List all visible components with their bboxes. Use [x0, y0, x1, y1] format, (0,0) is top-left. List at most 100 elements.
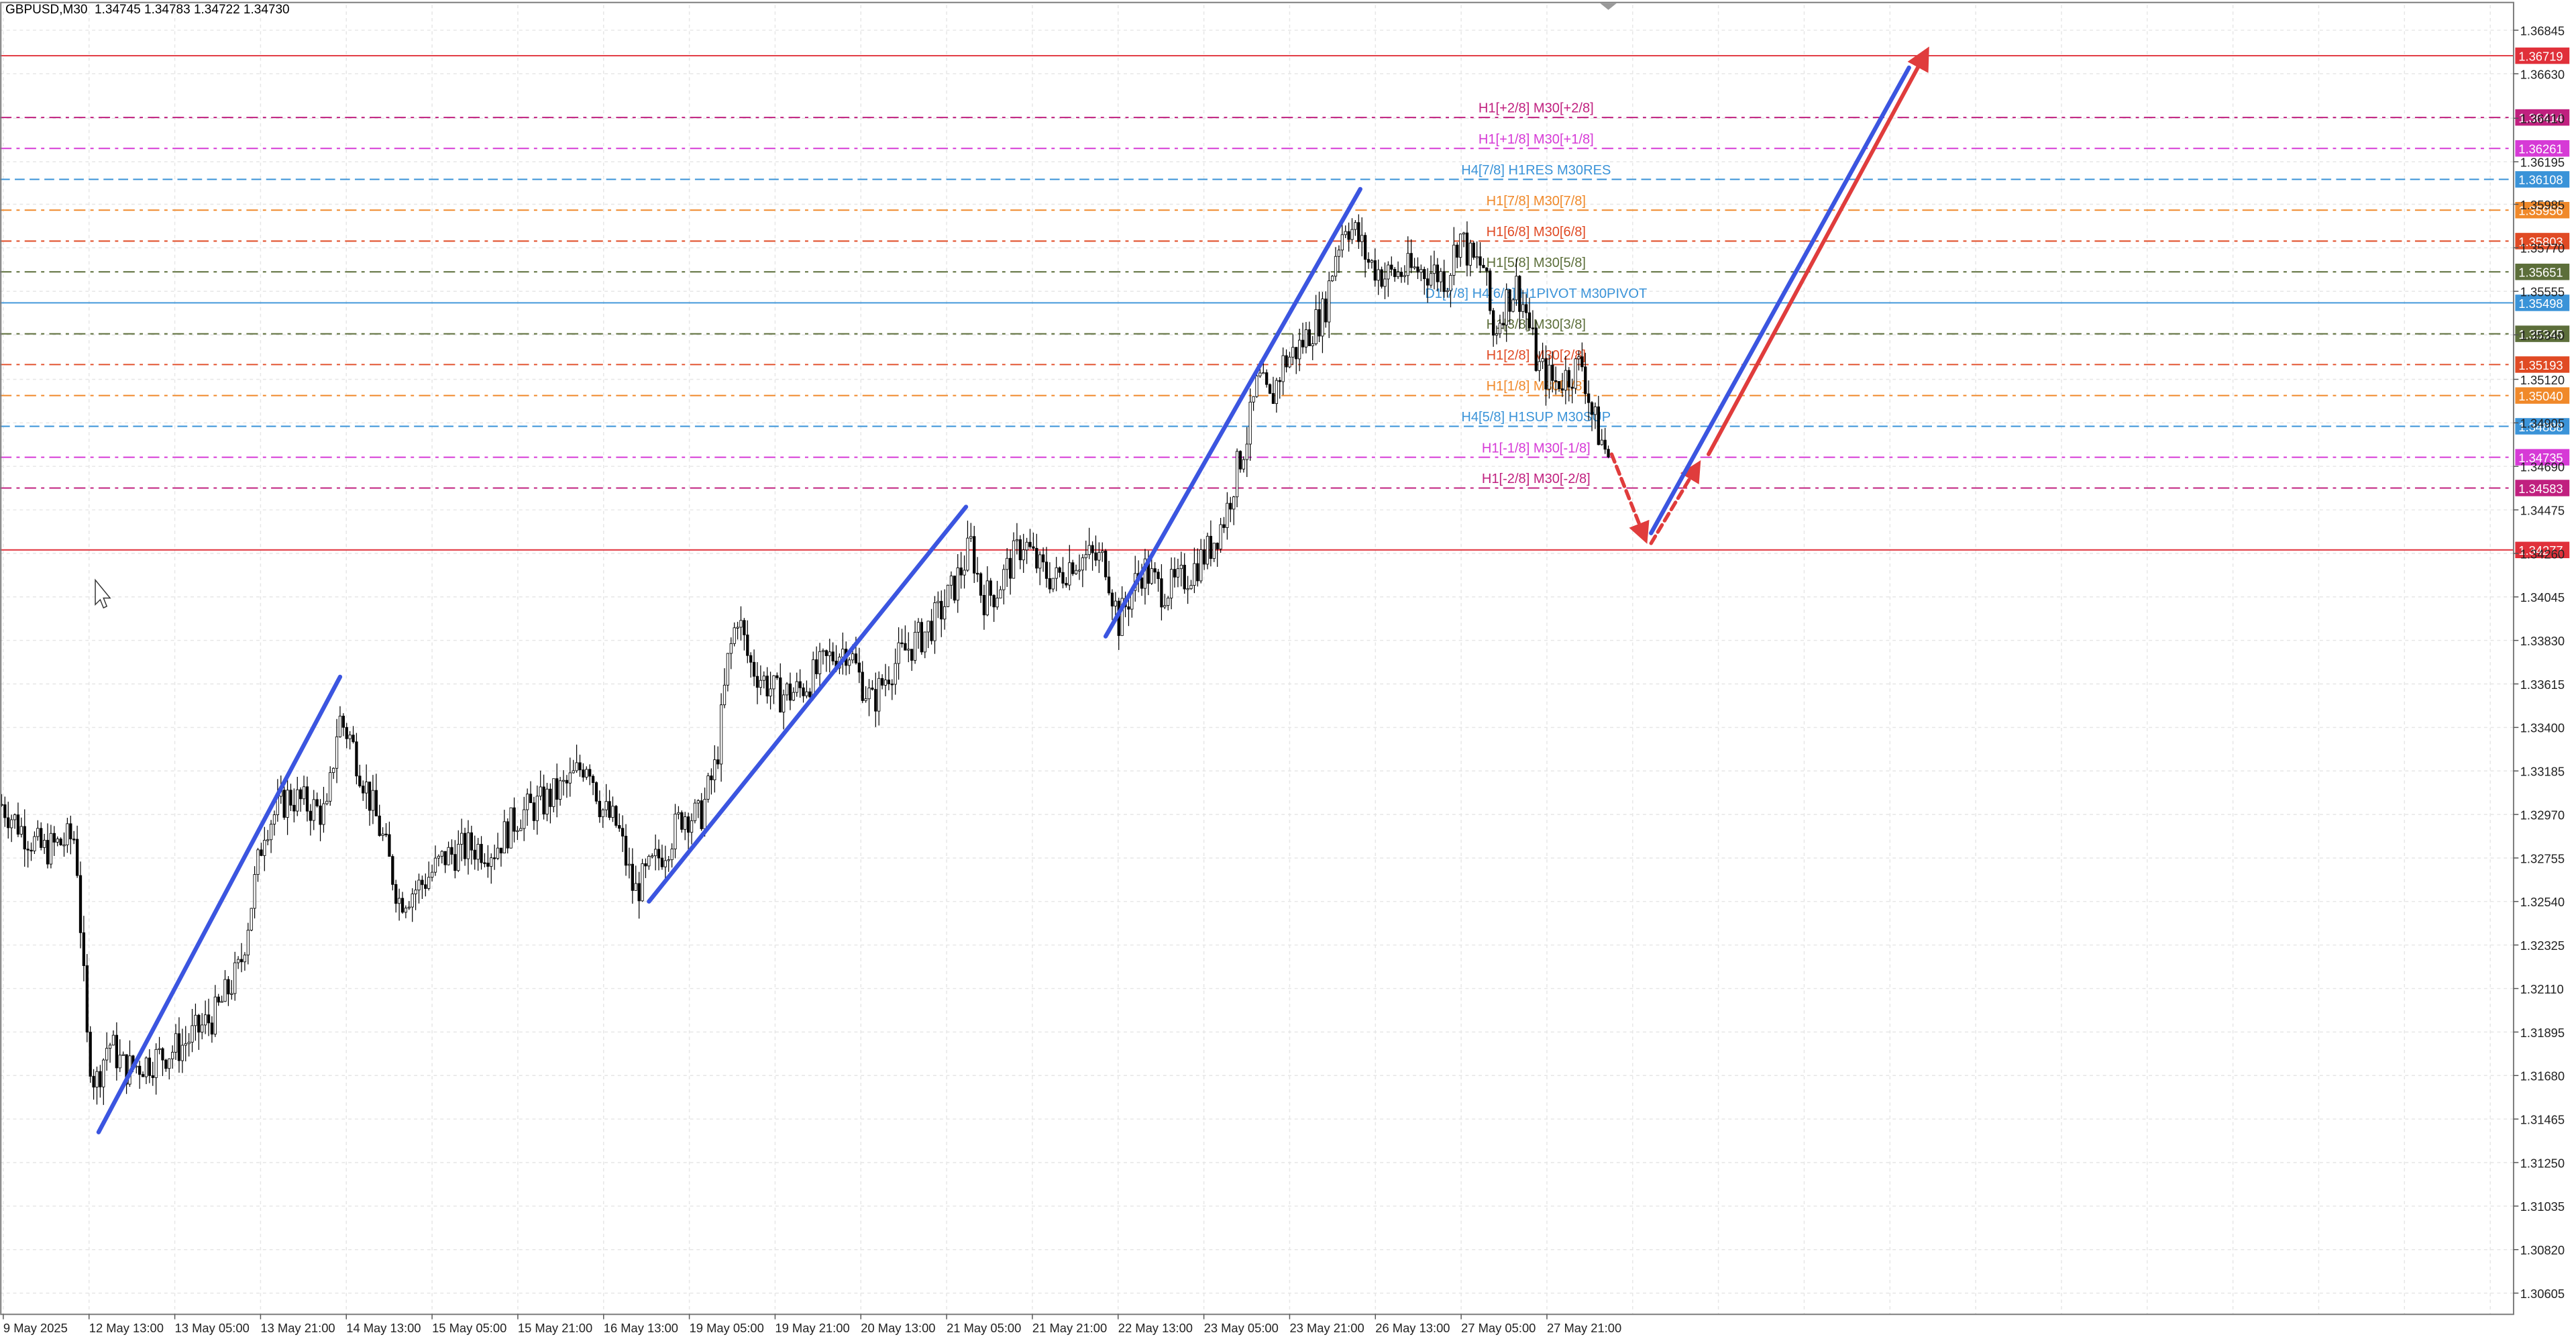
candle-body	[1097, 552, 1101, 561]
candle-body	[1002, 569, 1006, 590]
candle-body	[1373, 260, 1377, 281]
candle-body	[1548, 364, 1551, 390]
candle-body	[854, 653, 858, 663]
candle-body	[1048, 578, 1052, 590]
candle-body	[404, 908, 408, 913]
scroll-marker-icon	[1600, 3, 1617, 10]
candle-body	[499, 847, 503, 854]
candle-body	[1297, 339, 1301, 360]
candle-body	[1538, 361, 1541, 371]
candle-body	[1061, 572, 1065, 584]
candle-body	[1485, 267, 1489, 272]
candle-body	[762, 676, 765, 681]
candle-body	[1101, 550, 1104, 553]
candle-body	[1012, 540, 1016, 579]
candle-body	[417, 879, 421, 891]
candle-body	[535, 796, 539, 821]
y-tick-label: 1.33830	[2520, 634, 2565, 648]
candle-body	[1551, 364, 1554, 381]
candle-body	[394, 884, 398, 904]
x-tick-label: 15 May 21:00	[518, 1321, 592, 1335]
y-tick-label: 1.35120	[2520, 373, 2565, 387]
candle-body	[480, 844, 483, 863]
candle-body	[785, 683, 789, 696]
candle-body	[943, 606, 947, 620]
candle-body	[1554, 380, 1558, 382]
candle-body	[591, 775, 595, 784]
candle-body	[99, 1071, 102, 1087]
candle-body	[1281, 355, 1285, 382]
candle-body	[23, 826, 26, 850]
candle-body	[16, 814, 20, 835]
candle-body	[1058, 567, 1061, 573]
candle-body	[1584, 366, 1587, 394]
candle-body	[407, 906, 411, 909]
candle-body	[814, 659, 818, 674]
candle-body	[874, 689, 877, 712]
candle-body	[1570, 386, 1574, 389]
candle-body	[381, 833, 384, 836]
candle-body	[286, 790, 289, 818]
candle-body	[364, 782, 368, 794]
candle-body	[506, 821, 509, 849]
candle-body	[989, 580, 992, 596]
y-tick-label: 1.36845	[2520, 23, 2565, 38]
candle-body	[660, 857, 664, 867]
candle-body	[1515, 276, 1518, 301]
candle-body	[894, 663, 897, 685]
candle-body	[973, 536, 976, 574]
candle-body	[1222, 524, 1226, 528]
candle-body	[1252, 396, 1255, 403]
candle-body	[568, 772, 572, 784]
candle-body	[1527, 312, 1532, 329]
candle-body	[805, 691, 808, 696]
candle-body	[578, 762, 582, 771]
candle-body	[272, 814, 276, 824]
x-tick-label: 20 May 13:00	[861, 1321, 935, 1335]
candle-body	[1465, 232, 1469, 266]
candle-body	[1337, 250, 1341, 257]
candle-body	[85, 965, 89, 1032]
y-tick-label: 1.36195	[2520, 156, 2565, 170]
price-tag	[2515, 202, 2570, 219]
y-tick-label: 1.36410	[2520, 112, 2565, 126]
candle-body	[1104, 550, 1108, 578]
candle-body	[788, 683, 792, 701]
candle-body	[1534, 327, 1538, 371]
candle-body	[739, 620, 743, 628]
trend-lines	[96, 46, 1929, 1134]
candle-body	[651, 855, 654, 857]
y-tick-label: 1.32325	[2520, 939, 2565, 953]
candle-body	[913, 631, 917, 661]
candle-body	[808, 691, 812, 698]
candle-body	[26, 849, 30, 851]
candle-body	[1077, 570, 1081, 572]
candle-body	[999, 589, 1002, 598]
candle-body	[631, 863, 634, 891]
price-tag-label: 1.34583	[2518, 482, 2563, 496]
candle-body	[601, 809, 604, 818]
level-label: H1[5/8] M30[5/8]	[1487, 256, 1586, 270]
candle-body	[1439, 271, 1442, 282]
candle-body	[831, 651, 835, 661]
candle-body	[207, 1014, 211, 1024]
candle-body	[1091, 545, 1094, 553]
candle-body	[1160, 578, 1163, 608]
price-tag-label: 1.35651	[2518, 266, 2563, 280]
price-tag-label: 1.35040	[2518, 389, 2563, 403]
candle-body	[1150, 568, 1153, 584]
candle-body	[102, 1059, 105, 1087]
candle-body	[1577, 356, 1580, 360]
y-tick-label: 1.32755	[2520, 851, 2565, 865]
candle-body	[680, 812, 684, 830]
candle-body	[1232, 496, 1236, 510]
candle-body	[427, 877, 431, 889]
candle-body	[440, 851, 443, 857]
candle-body	[1202, 549, 1206, 565]
candle-body	[798, 681, 802, 688]
candle-body	[52, 833, 56, 843]
